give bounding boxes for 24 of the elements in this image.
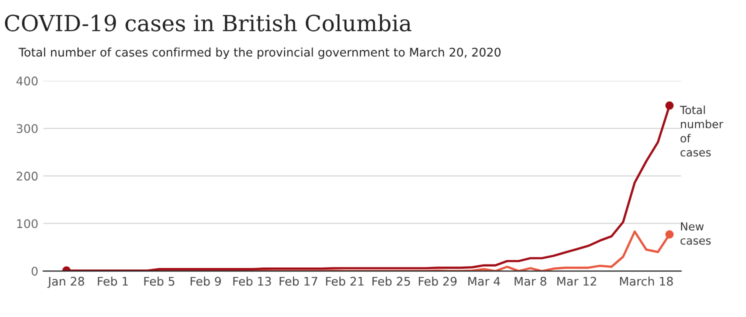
chart-subtitle: Total number of cases confirmed by the provincial government to March 20, 2020 (18, 48, 501, 59)
x-tick-label: Feb 25 (372, 276, 410, 286)
x-tick-label: Jan 28 (47, 276, 84, 288)
chart-title: COVID-19 cases in British Columbia (4, 14, 412, 32)
x-tick-label: Feb 21 (326, 276, 364, 286)
y-tick-label: 400 (16, 76, 38, 86)
x-tick-label: Feb 1 (98, 276, 128, 286)
series-label: New cases (680, 222, 711, 245)
x-tick-label: Feb 5 (144, 276, 174, 286)
x-tick-label: March 18 (620, 276, 673, 286)
point (665, 230, 674, 239)
point (665, 101, 674, 110)
x-tick-label: Mar 12 (557, 276, 596, 286)
y-tick-label: 200 (16, 172, 38, 181)
series-label: Total number of cases (680, 106, 724, 157)
x-tick-label: Mar 8 (514, 276, 546, 286)
y-tick-label: 0 (32, 266, 38, 276)
x-tick-label: Feb 17 (280, 276, 318, 286)
x-tick-label: Mar 4 (468, 276, 500, 286)
x-tick-label: Feb 9 (190, 276, 221, 286)
y-tick-label: 100 (17, 219, 38, 228)
x-tick-label: Feb 13 (233, 276, 271, 286)
x-tick-label: Feb 29 (418, 276, 457, 286)
y-tick-label: 300 (16, 124, 38, 134)
